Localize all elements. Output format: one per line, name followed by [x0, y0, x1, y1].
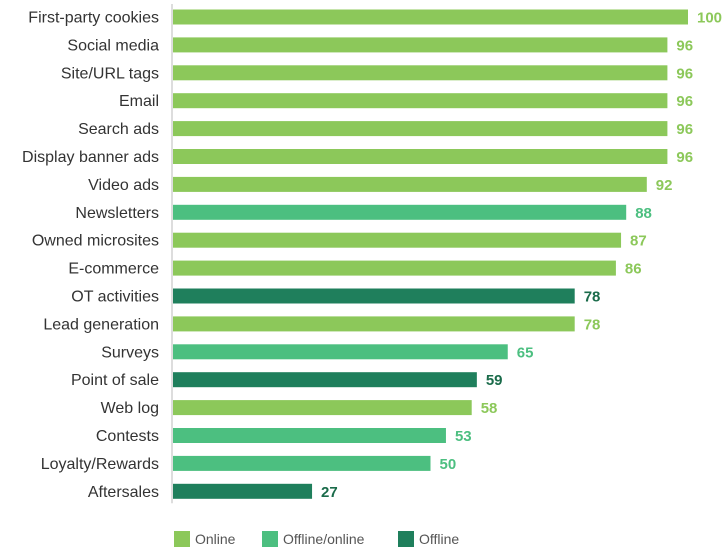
category-label: Video ads: [88, 177, 159, 194]
category-label: Display banner ads: [22, 149, 159, 166]
bar: [173, 9, 688, 25]
category-label: OT activities: [71, 289, 159, 306]
data-label: 50: [440, 456, 457, 473]
data-label: 86: [625, 261, 642, 278]
legend-label: Online: [195, 531, 236, 547]
legend-label: Offline: [419, 531, 459, 547]
category-label: Lead generation: [43, 316, 159, 333]
bar: [173, 204, 627, 220]
legend-swatch: [174, 531, 190, 547]
bar: [173, 121, 668, 137]
legend-swatch: [262, 531, 278, 547]
bar: [173, 372, 477, 388]
category-label: Newsletters: [75, 205, 159, 222]
bar: [173, 37, 668, 53]
data-label: 27: [321, 484, 338, 501]
category-label: Search ads: [78, 121, 159, 138]
data-label: 78: [584, 316, 601, 333]
data-label: 96: [676, 65, 693, 82]
bar: [173, 65, 668, 81]
bar: [173, 260, 616, 276]
data-label: 96: [676, 121, 693, 138]
data-label: 65: [517, 344, 534, 361]
category-label: Social media: [67, 37, 159, 54]
data-label: 78: [584, 289, 601, 306]
category-label: Aftersales: [88, 484, 159, 501]
bar: [173, 316, 575, 332]
data-label: 88: [635, 205, 652, 222]
data-label: 58: [481, 400, 498, 417]
data-label: 96: [676, 93, 693, 110]
category-label: Surveys: [101, 344, 159, 361]
data-label: 96: [676, 149, 693, 166]
category-label: E-commerce: [68, 261, 159, 278]
category-label: Email: [119, 93, 159, 110]
data-label: 96: [676, 37, 693, 54]
bar: [173, 483, 313, 499]
legend-swatch: [398, 531, 414, 547]
data-label: 53: [455, 428, 472, 445]
data-label: 92: [656, 177, 673, 194]
bar: [173, 149, 668, 164]
bar: [173, 176, 647, 192]
category-label: Site/URL tags: [61, 65, 159, 82]
bar: [173, 344, 508, 360]
bar: [173, 455, 431, 471]
category-label: Web log: [101, 400, 159, 417]
legend-label: Offline/online: [283, 531, 365, 547]
data-label: 87: [630, 233, 647, 250]
category-label: Owned microsites: [32, 233, 159, 250]
bar: [173, 428, 446, 443]
bar: [173, 288, 575, 304]
bar: [173, 400, 472, 416]
category-label: Loyalty/Rewards: [41, 456, 159, 473]
bar: [173, 93, 668, 109]
data-label: 100: [697, 10, 722, 27]
category-label: Point of sale: [71, 372, 159, 389]
data-label: 59: [486, 372, 503, 389]
category-label: Contests: [96, 428, 159, 445]
bar: [173, 232, 622, 248]
category-label: First-party cookies: [28, 10, 159, 27]
